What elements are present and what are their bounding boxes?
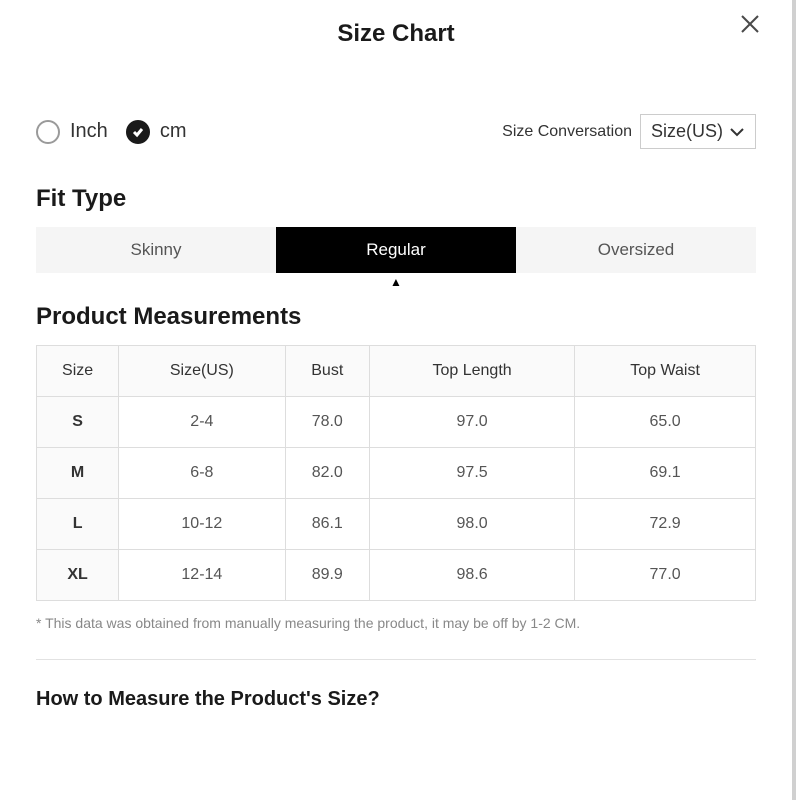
unit-label: cm xyxy=(160,120,187,143)
fit-tab-oversized[interactable]: Oversized xyxy=(516,227,756,273)
value-cell: 65.0 xyxy=(575,397,756,448)
measurements-heading: Product Measurements xyxy=(36,303,756,331)
value-cell: 78.0 xyxy=(285,397,369,448)
unit-option-inch[interactable]: Inch xyxy=(36,120,108,144)
size-conversation-label: Size Conversation xyxy=(502,123,632,141)
size-cell: M xyxy=(37,448,119,499)
unit-label: Inch xyxy=(70,120,108,143)
close-icon xyxy=(739,13,761,35)
table-header-row: SizeSize(US)BustTop LengthTop Waist xyxy=(37,346,756,397)
table-header-cell: Size xyxy=(37,346,119,397)
size-conversation-select[interactable]: Size(US) xyxy=(640,114,756,149)
value-cell: 82.0 xyxy=(285,448,369,499)
size-chart-modal: Size Chart Inch cm Size Conversation Size… xyxy=(0,0,796,800)
size-cell: XL xyxy=(37,550,119,601)
fit-type-tabs: SkinnyRegularOversized xyxy=(36,227,756,273)
value-cell: 98.6 xyxy=(370,550,575,601)
modal-title: Size Chart xyxy=(36,20,756,48)
size-cell: L xyxy=(37,499,119,550)
unit-options: Inch cm xyxy=(36,120,186,144)
fit-tab-skinny[interactable]: Skinny xyxy=(36,227,276,273)
table-header-cell: Bust xyxy=(285,346,369,397)
table-row: S2-478.097.065.0 xyxy=(37,397,756,448)
size-cell: S xyxy=(37,397,119,448)
table-row: L10-1286.198.072.9 xyxy=(37,499,756,550)
value-cell: 12-14 xyxy=(119,550,285,601)
value-cell: 72.9 xyxy=(575,499,756,550)
close-button[interactable] xyxy=(734,8,766,40)
unit-row: Inch cm Size Conversation Size(US) xyxy=(36,114,756,149)
value-cell: 2-4 xyxy=(119,397,285,448)
size-conversation-wrap: Size Conversation Size(US) xyxy=(502,114,756,149)
value-cell: 98.0 xyxy=(370,499,575,550)
value-cell: 77.0 xyxy=(575,550,756,601)
table-header-cell: Top Waist xyxy=(575,346,756,397)
value-cell: 97.0 xyxy=(370,397,575,448)
unit-option-cm[interactable]: cm xyxy=(126,120,187,144)
fit-type-heading: Fit Type xyxy=(36,185,756,213)
value-cell: 86.1 xyxy=(285,499,369,550)
value-cell: 10-12 xyxy=(119,499,285,550)
section-divider xyxy=(36,659,756,660)
measurements-table: SizeSize(US)BustTop LengthTop Waist S2-4… xyxy=(36,345,756,601)
modal-header: Size Chart xyxy=(36,0,756,48)
chevron-down-icon xyxy=(729,127,745,137)
table-row: XL12-1489.998.677.0 xyxy=(37,550,756,601)
table-row: M6-882.097.569.1 xyxy=(37,448,756,499)
table-header-cell: Size(US) xyxy=(119,346,285,397)
size-conversation-value: Size(US) xyxy=(651,121,723,142)
value-cell: 89.9 xyxy=(285,550,369,601)
table-header-cell: Top Length xyxy=(370,346,575,397)
radio-unselected-icon xyxy=(36,120,60,144)
value-cell: 69.1 xyxy=(575,448,756,499)
measurements-disclaimer: * This data was obtained from manually m… xyxy=(36,615,756,631)
value-cell: 97.5 xyxy=(370,448,575,499)
fit-tab-regular[interactable]: Regular xyxy=(276,227,516,273)
value-cell: 6-8 xyxy=(119,448,285,499)
how-to-measure-heading: How to Measure the Product's Size? xyxy=(36,688,756,711)
radio-selected-icon xyxy=(126,120,150,144)
